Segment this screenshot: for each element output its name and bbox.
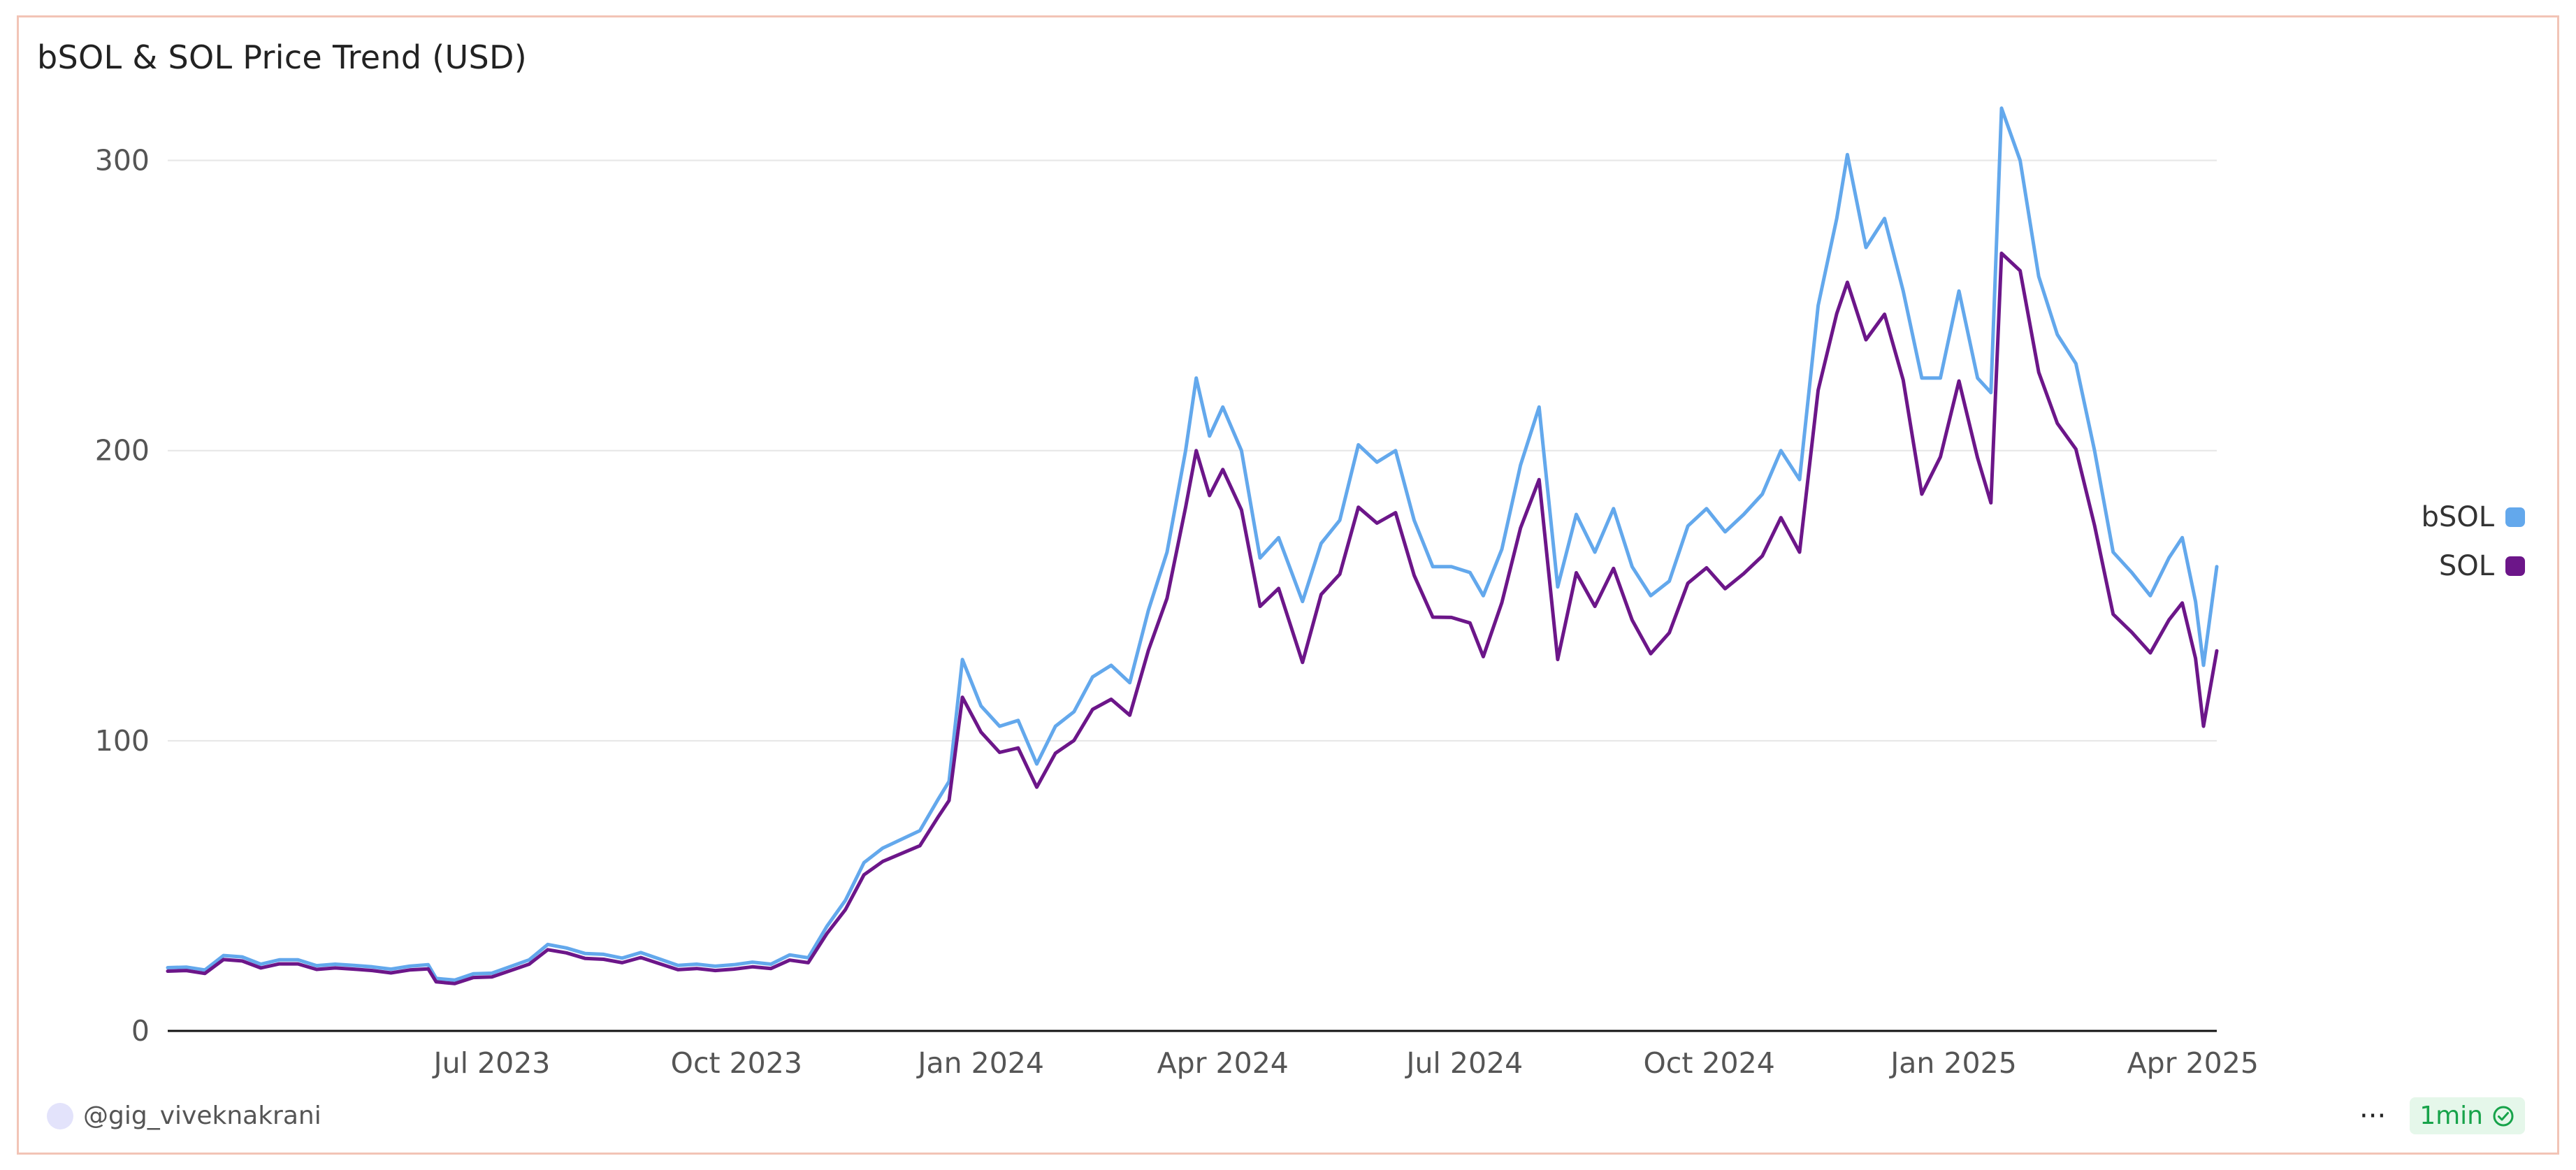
legend-swatch-sol: [2505, 556, 2525, 576]
legend-label: SOL: [2438, 550, 2494, 582]
legend-item-sol[interactable]: SOL: [2421, 542, 2525, 591]
legend: bSOL SOL: [2421, 493, 2525, 591]
x-tick-label: Jul 2023: [432, 1046, 551, 1080]
x-axis-ticks: Jul 2023 Oct 2023 Jan 2024 Apr 2024 Jul 2024…: [432, 1046, 2259, 1080]
y-tick-label: 0: [131, 1014, 150, 1048]
x-tick-label: Oct 2023: [671, 1046, 802, 1080]
x-tick-label: Jan 2025: [1888, 1046, 2017, 1080]
gridlines: [168, 159, 2217, 742]
series-line-bsol[interactable]: [166, 106, 2219, 982]
legend-swatch-bsol: [2505, 507, 2525, 527]
x-tick-label: Apr 2024: [1157, 1046, 1289, 1080]
y-axis-ticks: 0 100 200 300: [95, 144, 150, 1048]
check-circle-icon: [2493, 1106, 2514, 1126]
x-tick-label: Jul 2024: [1404, 1046, 1523, 1080]
line-chart: 0 100 200 300 Jul 2023 Oct 2023 Jan 2024 Apr 2…: [95, 106, 2259, 1080]
author-link[interactable]: @gig_viveknakrani: [47, 1102, 321, 1130]
legend-label: bSOL: [2421, 501, 2494, 533]
username: @gig_viveknakrani: [83, 1102, 321, 1130]
y-tick-label: 200: [95, 434, 150, 468]
refresh-interval: 1min: [2419, 1102, 2483, 1130]
x-tick-label: Jan 2024: [916, 1046, 1044, 1080]
chart-card: bSOL & SOL Price Trend (USD) 0 100 200 300 …: [17, 15, 2559, 1155]
series-lines: [166, 106, 2219, 985]
footer-actions: ··· 1min: [2359, 1097, 2525, 1134]
avatar: [47, 1102, 73, 1129]
chart-title: bSOL & SOL Price Trend (USD): [37, 38, 527, 76]
series-line-sol[interactable]: [166, 251, 2219, 985]
more-icon[interactable]: ···: [2359, 1099, 2387, 1132]
y-tick-label: 100: [95, 724, 150, 758]
x-tick-label: Apr 2025: [2127, 1046, 2259, 1080]
y-tick-label: 300: [95, 144, 150, 178]
refresh-badge[interactable]: 1min: [2410, 1097, 2525, 1134]
x-tick-label: Oct 2024: [1644, 1046, 1775, 1080]
legend-item-bsol[interactable]: bSOL: [2421, 493, 2525, 542]
